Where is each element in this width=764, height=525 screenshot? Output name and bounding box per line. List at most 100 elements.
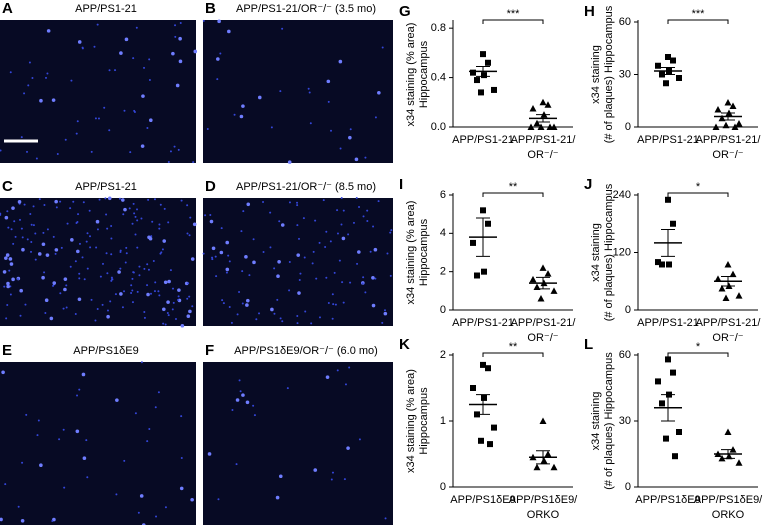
plaque-dot [262, 250, 265, 253]
plaque-dot [338, 259, 341, 262]
plaque-dot [336, 232, 339, 235]
plaque-dot [296, 322, 299, 325]
plaque-dot [252, 238, 255, 241]
data-point [491, 86, 497, 93]
plaque-dot [159, 203, 162, 206]
plaque-dot [125, 252, 128, 255]
plaque-dot [110, 224, 113, 227]
micrograph [0, 20, 196, 163]
plaque-dot [82, 201, 85, 204]
plaque-dot [296, 253, 301, 257]
plaque-dot [86, 476, 89, 479]
panel-title: APP/PS1-21 [75, 181, 137, 193]
error-bar [721, 112, 735, 121]
plaque-dot [86, 232, 89, 235]
plaque-dot [299, 272, 302, 275]
plaque-dot [202, 19, 205, 22]
plaque-dot [340, 197, 343, 200]
data-point [470, 385, 476, 391]
plaque-dot [310, 322, 313, 325]
plaque-dot [297, 291, 301, 295]
plaque-dot [215, 275, 218, 278]
plaque-dot [110, 237, 113, 240]
data-point [474, 272, 480, 279]
plaque-dot [34, 232, 37, 235]
plaque-dot [192, 161, 195, 164]
plaque-dot [158, 227, 161, 230]
plaque-dot [189, 216, 192, 219]
data-point [666, 261, 672, 268]
plaque-dot [106, 272, 109, 275]
plaque-dot [129, 151, 132, 154]
plaque-dot [371, 303, 376, 308]
y-axis-label: (# of plaques) Hippocampus [603, 352, 615, 490]
plaque-dot [154, 406, 157, 409]
plaque-dot [236, 313, 239, 316]
x-tick-label: APP/PS1δE9/ [694, 494, 763, 506]
plaque-dot [20, 227, 23, 230]
plaque-dot [315, 277, 318, 280]
plaque-dot [221, 299, 224, 302]
plaque-dot [330, 478, 333, 481]
plaque-dot [137, 511, 140, 514]
plaque-dot [366, 219, 369, 222]
plaque-dot [389, 274, 392, 277]
plaque-dot [58, 438, 61, 441]
plaque-dot [77, 297, 82, 302]
plaque-dot [175, 83, 180, 88]
plaque-dot [51, 520, 54, 523]
plaque-dot [89, 235, 92, 238]
plaque-dot [131, 222, 134, 225]
plaque-dot [93, 45, 96, 48]
plaque-dot [10, 228, 13, 231]
plaque-dot [4, 215, 9, 220]
significance-bracket [667, 19, 729, 24]
plaque-dot [150, 292, 153, 295]
plaque-dot [24, 303, 27, 306]
plaque-dot [296, 315, 299, 318]
plaque-dot [296, 201, 299, 204]
significance-label: ** [509, 341, 518, 353]
plaque-dot [164, 323, 167, 326]
data-point [550, 287, 558, 294]
plaque-dot [51, 98, 56, 102]
plaque-dot [308, 91, 311, 94]
plaque-dot [152, 260, 155, 263]
plaque-dot [270, 126, 273, 129]
plaque-dot [225, 240, 230, 245]
plaque-dot [26, 150, 29, 153]
plaque-dot [354, 157, 359, 162]
plaque-dot [238, 291, 241, 294]
plaque-dot [7, 226, 10, 229]
plaque-dot [166, 300, 170, 304]
plaque-dot [119, 292, 123, 296]
plaque-dot [383, 309, 386, 312]
plaque-dot [54, 252, 57, 255]
plaque-dot [355, 197, 358, 200]
data-point [480, 51, 486, 58]
data-point [481, 394, 487, 401]
plaque-dot [318, 241, 321, 244]
micrograph [0, 198, 196, 326]
plaque-dot [153, 198, 156, 201]
plaque-dot [114, 293, 117, 296]
plaque-dot [311, 262, 314, 265]
data-point [722, 121, 730, 129]
plaque-dot [240, 230, 243, 233]
data-point [544, 270, 552, 277]
plaque-dot [63, 277, 68, 281]
plaque-dot [209, 219, 214, 224]
plaque-dot [143, 316, 146, 319]
y-tick-label: 0 [440, 481, 446, 493]
plaque-dot [103, 106, 106, 109]
plaque-dot [209, 214, 212, 217]
plaque-dot [362, 215, 365, 218]
plaque-dot [6, 303, 9, 306]
significance-label: *** [507, 8, 521, 20]
plaque-dot [162, 307, 166, 312]
data-point [481, 268, 487, 275]
data-point [480, 207, 486, 214]
error-bar [536, 450, 550, 465]
x-tick-label: OR⁻/⁻ [527, 149, 558, 161]
plaque-dot [81, 372, 86, 377]
